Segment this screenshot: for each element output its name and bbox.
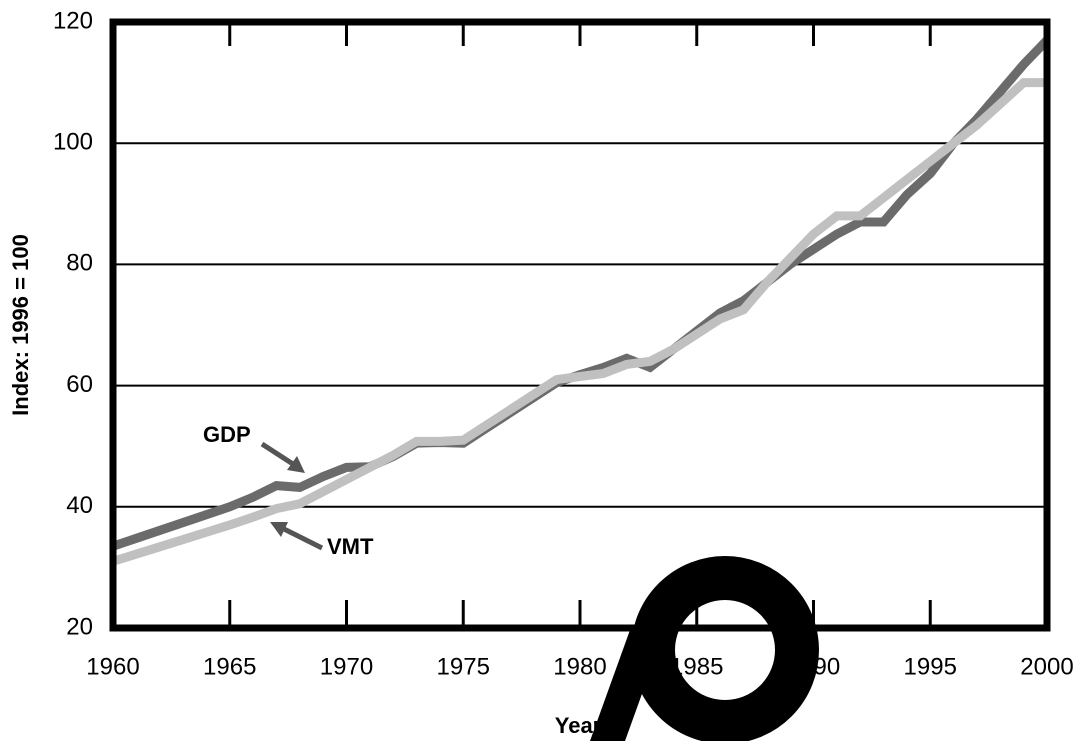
y-tick-label: 100 — [53, 129, 93, 156]
x-tick-label: 1960 — [86, 653, 139, 680]
y-tick-label: 120 — [53, 7, 93, 34]
chart: Year Index: 1996 = 100 GDP VMT 204060801… — [0, 0, 1082, 741]
x-tick-label: 1965 — [203, 653, 256, 680]
x-tick-label: 1970 — [320, 653, 373, 680]
data-line — [113, 83, 1047, 562]
y-tick-label: 60 — [66, 371, 93, 398]
plot-frame — [113, 22, 1047, 628]
series-annotation: VMT — [327, 534, 374, 559]
x-tick-label: 1975 — [437, 653, 490, 680]
x-tick-label: 1995 — [904, 653, 957, 680]
data-line — [113, 40, 1047, 546]
x-tick-label: 1980 — [553, 653, 606, 680]
y-tick-label: 80 — [66, 250, 93, 277]
x-tick-label: 2000 — [1020, 653, 1073, 680]
y-tick-label: 40 — [66, 492, 93, 519]
y-axis-label: Index: 1996 = 100 — [8, 234, 33, 416]
series-annotation: GDP — [203, 422, 251, 447]
y-tick-label: 20 — [66, 613, 93, 640]
